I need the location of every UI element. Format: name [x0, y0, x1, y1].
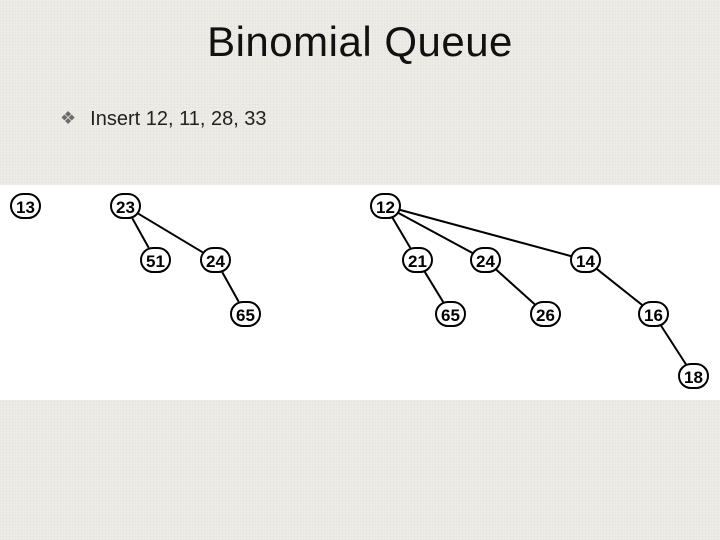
tree-node: 65	[435, 301, 466, 327]
tree-node: 23	[110, 193, 141, 219]
tree-node: 24	[470, 247, 501, 273]
tree-node: 14	[570, 247, 601, 273]
tree-node: 13	[10, 193, 41, 219]
tree-edge	[661, 326, 686, 364]
tree-edge	[596, 269, 642, 306]
tree-node: 24	[200, 247, 231, 273]
diagram-edges	[0, 185, 720, 420]
binomial-queue-diagram: 13 23 51 24 65 12 21 65 24 26 14 16 18	[0, 185, 720, 420]
tree-edge	[132, 218, 148, 248]
tree-edge	[425, 272, 443, 302]
tree-node: 26	[530, 301, 561, 327]
tree-node: 51	[140, 247, 171, 273]
tree-node: 21	[402, 247, 433, 273]
page-title: Binomial Queue	[0, 18, 720, 66]
tree-node: 18	[678, 363, 709, 389]
tree-edge	[393, 218, 411, 248]
tree-node: 16	[638, 301, 669, 327]
subtitle-text: Insert 12, 11, 28, 33	[90, 108, 266, 130]
subtitle-line: ❖ Insert 12, 11, 28, 33	[60, 108, 267, 131]
tree-node: 12	[370, 193, 401, 219]
tree-node: 65	[230, 301, 261, 327]
tree-edge	[496, 269, 535, 304]
tree-edge	[222, 272, 238, 302]
bullet-icon: ❖	[60, 108, 76, 129]
